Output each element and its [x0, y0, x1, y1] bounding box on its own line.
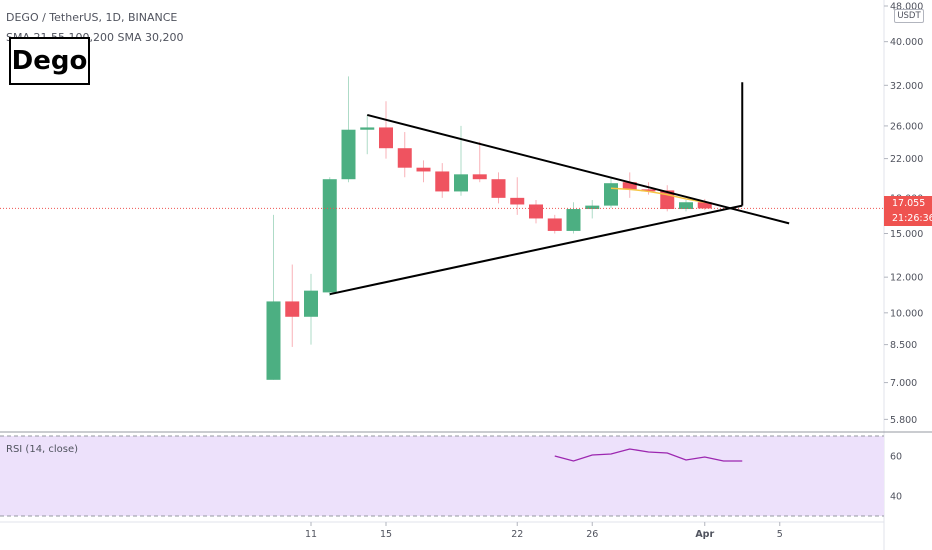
- rsi-tick-label: 40: [890, 492, 902, 503]
- time-tick-label: Apr: [695, 529, 714, 540]
- dego-logo: Dego: [9, 37, 90, 85]
- bar-countdown: 21:26:36: [892, 213, 932, 224]
- triangle-upper-trendline: [367, 113, 790, 225]
- candle-body: [585, 205, 600, 210]
- overlays: [0, 82, 884, 296]
- price-tick-label: 22.000: [890, 154, 923, 165]
- candle-body: [679, 202, 693, 210]
- candles: [266, 76, 712, 380]
- rsi-line: [554, 448, 743, 462]
- time-tick-label: 11: [305, 529, 317, 540]
- price-tick-label: 26.000: [890, 121, 923, 132]
- time-tick-label: 15: [380, 529, 392, 540]
- candle-body: [604, 183, 618, 206]
- price-tick-label: 12.000: [890, 273, 923, 284]
- candle-body: [622, 182, 637, 190]
- last-price-tag: 17.055: [884, 196, 932, 211]
- candle-body: [435, 171, 450, 192]
- time-tick-label: 26: [586, 529, 598, 540]
- price-tick-label: 5.800: [890, 415, 917, 426]
- price-tick-label: 7.000: [890, 378, 917, 389]
- currency-label[interactable]: USDT: [894, 9, 924, 23]
- candle-body: [566, 209, 581, 231]
- triangle-lower-trendline: [329, 204, 743, 296]
- candle-body: [304, 290, 318, 317]
- countdown-tag: 21:26:36: [884, 211, 932, 226]
- time-tick-label: 22: [511, 529, 523, 540]
- symbol-title[interactable]: DEGO / TetherUS, 1D, BINANCE: [6, 11, 178, 24]
- rsi-pane[interactable]: 60 40: [0, 435, 902, 517]
- rsi-band: [0, 436, 884, 516]
- time-axis[interactable]: 11 15 22 26 Apr 5: [305, 522, 783, 540]
- logo-text: Dego: [11, 46, 88, 76]
- candle-body: [397, 148, 412, 168]
- candle-body: [285, 301, 300, 317]
- time-tick-label: 5: [777, 529, 783, 540]
- candle-body: [472, 174, 487, 180]
- candle-body: [491, 179, 506, 198]
- price-tick-label: 32.000: [890, 81, 923, 92]
- candle-body: [547, 218, 562, 231]
- price-tick-label: 8.500: [890, 340, 917, 351]
- rsi-legend[interactable]: RSI (14, close): [6, 444, 79, 455]
- price-tick-label: 10.000: [890, 308, 923, 319]
- candle-body: [379, 127, 393, 149]
- candle-body: [510, 197, 525, 205]
- candle-body: [697, 202, 712, 209]
- last-price: 17.055: [892, 198, 926, 209]
- price-tick-label: 48.000: [890, 2, 923, 13]
- price-tick-label: 40.000: [890, 37, 923, 48]
- candle-body: [416, 167, 431, 172]
- price-tick-label: 15.000: [890, 229, 923, 240]
- candle-body: [322, 179, 337, 293]
- candle-body: [641, 189, 656, 192]
- candle-body: [341, 129, 356, 180]
- candle-body: [529, 204, 543, 219]
- candle-body: [454, 174, 468, 192]
- candle-body: [266, 301, 281, 380]
- sma-line: [610, 187, 705, 203]
- candle-body: [360, 127, 375, 130]
- rsi-tick-label: 60: [890, 452, 902, 463]
- currency-text: USDT: [897, 11, 921, 21]
